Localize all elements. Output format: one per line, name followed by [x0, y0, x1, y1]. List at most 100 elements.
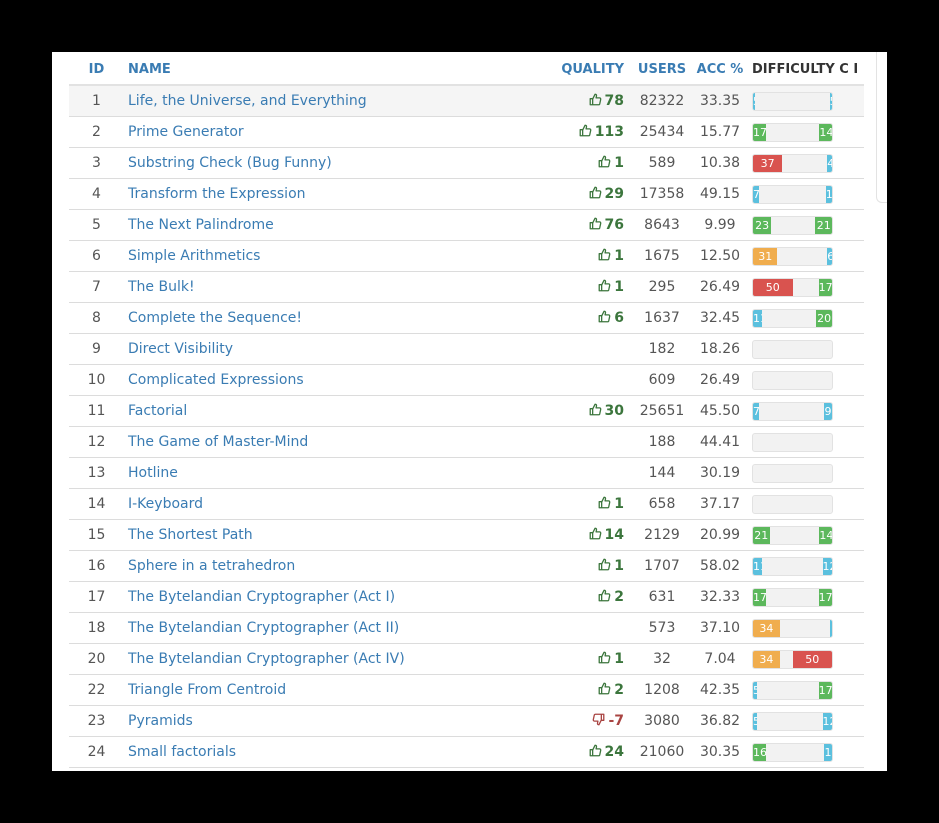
problem-name-link[interactable]: Substring Check (Bug Funny) — [128, 155, 332, 171]
accuracy-value: 7.04 — [696, 643, 744, 675]
problem-name-link[interactable]: The Bytelandian Cryptographer (Act I) — [128, 589, 396, 605]
problem-name-link[interactable]: Triangle From Centroid — [128, 682, 287, 698]
table-row[interactable]: 7 The Bulk! 1 295 26.49 50 17 — [69, 271, 864, 303]
problem-name-link[interactable]: Complicated Expressions — [128, 372, 304, 388]
problem-name-cell: The Game of Master-Mind — [124, 426, 548, 458]
difficulty-segment-i: 50 — [792, 650, 832, 668]
difficulty-cell: 21 14 — [744, 519, 864, 551]
problem-name-link[interactable]: Hotline — [128, 465, 178, 481]
problem-name-link[interactable]: Small factorials — [128, 744, 237, 760]
problem-id: 4 — [69, 178, 124, 210]
problem-name-cell: Simple Arithmetics — [124, 240, 548, 272]
difficulty-segment-c: 11 — [753, 557, 762, 575]
column-header-name[interactable]: NAME — [124, 54, 548, 86]
table-row[interactable]: 17 The Bytelandian Cryptographer (Act I) 2… — [69, 581, 864, 613]
difficulty-cell: 11 12 — [744, 550, 864, 582]
difficulty-cell — [744, 426, 864, 458]
users-count: 188 — [628, 426, 696, 458]
thumbs-up-icon — [598, 155, 611, 168]
problem-name-link[interactable]: Simple Arithmetics — [128, 248, 261, 264]
column-header-difficulty[interactable]: DIFFICULTY C I — [744, 54, 864, 86]
difficulty-bar: 31 6 — [752, 246, 833, 266]
difficulty-cell: 11 20 — [744, 302, 864, 334]
difficulty-segment-c: 37 — [753, 154, 783, 172]
problem-name-cell: Complete the Sequence! — [124, 302, 548, 334]
difficulty-cell: 34 50 — [744, 643, 864, 675]
problem-name-cell: Substring Check (Bug Funny) — [124, 147, 548, 179]
column-header-id[interactable]: ID — [69, 54, 124, 86]
difficulty-cell: 37 4 — [744, 147, 864, 179]
difficulty-cell: 23 21 — [744, 209, 864, 241]
thumbs-up-icon — [598, 279, 611, 292]
thumbs-up-icon — [589, 527, 601, 540]
difficulty-segment-c: 7 — [753, 185, 759, 203]
problem-name-link[interactable]: Sphere in a tetrahedron — [128, 558, 296, 574]
column-header-quality[interactable]: QUALITY — [548, 54, 628, 86]
difficulty-cell: 34 — [744, 612, 864, 644]
users-count: 1208 — [628, 674, 696, 706]
table-row[interactable]: 5 The Next Palindrome 76 8643 9.99 23 21 — [69, 209, 864, 241]
problem-name-link[interactable]: Direct Visibility — [128, 341, 234, 357]
thumbs-up-icon — [589, 744, 601, 757]
problem-name-link[interactable]: Life, the Universe, and Everything — [128, 93, 367, 109]
problem-name-link[interactable]: The Bytelandian Cryptographer (Act IV) — [128, 651, 405, 667]
table-row[interactable]: 13 Hotline 144 30.19 — [69, 457, 864, 489]
table-row[interactable]: 14 I-Keyboard 1 658 37.17 — [69, 488, 864, 520]
column-header-users[interactable]: USERS — [628, 54, 696, 86]
quality-cell: 1 — [548, 240, 628, 272]
accuracy-value: 37.17 — [696, 488, 744, 520]
table-row[interactable]: 2 Prime Generator 113 25434 15.77 17 14 — [69, 116, 864, 148]
table-row[interactable]: 15 The Shortest Path 14 2129 20.99 21 14 — [69, 519, 864, 551]
table-row[interactable]: 12 The Game of Master-Mind 188 44.41 — [69, 426, 864, 458]
table-row[interactable]: 24 Small factorials 24 21060 30.35 16 1 — [69, 736, 864, 768]
problem-name-cell: I-Keyboard — [124, 488, 548, 520]
difficulty-segment-c: 5 — [753, 92, 756, 110]
scrollbar-edge[interactable] — [876, 52, 887, 203]
difficulty-segment-i: 20 — [816, 309, 832, 327]
problem-name-link[interactable]: Prime Generator — [128, 124, 244, 140]
quality-cell: 113 — [548, 116, 628, 148]
problem-name-link[interactable]: The Next Palindrome — [128, 217, 274, 233]
problem-name-link[interactable]: The Bulk! — [128, 279, 195, 295]
problem-id: 22 — [69, 674, 124, 706]
quality-cell — [548, 457, 628, 489]
problem-name-link[interactable]: Pyramids — [128, 713, 193, 729]
table-row[interactable]: 1 Life, the Universe, and Everything 78 823… — [69, 85, 864, 117]
column-header-acc[interactable]: ACC % — [696, 54, 744, 86]
accuracy-value: 58.02 — [696, 550, 744, 582]
problem-name-cell: Direct Visibility — [124, 333, 548, 365]
quality-cell: 1 — [548, 271, 628, 303]
problem-name-link[interactable]: Complete the Sequence! — [128, 310, 303, 326]
table-row[interactable]: 20 The Bytelandian Cryptographer (Act IV)… — [69, 643, 864, 675]
users-count: 1675 — [628, 240, 696, 272]
problem-name-link[interactable]: The Game of Master-Mind — [128, 434, 309, 450]
users-count: 1707 — [628, 550, 696, 582]
difficulty-segment-c: 5 — [753, 681, 757, 699]
problem-name-link[interactable]: The Shortest Path — [128, 527, 253, 543]
problem-name-link[interactable]: Transform the Expression — [128, 186, 306, 202]
accuracy-value: 36.82 — [696, 705, 744, 737]
problem-name-link[interactable]: I-Keyboard — [128, 496, 203, 512]
thumbs-up-icon — [589, 186, 601, 199]
table-row[interactable]: 9 Direct Visibility 182 18.26 — [69, 333, 864, 365]
accuracy-value: 15.77 — [696, 116, 744, 148]
difficulty-segment-i: 21 — [815, 216, 832, 234]
difficulty-bar: 5 12 — [752, 711, 833, 731]
table-row[interactable]: 10 Complicated Expressions 609 26.49 — [69, 364, 864, 396]
problem-name-link[interactable]: The Bytelandian Cryptographer (Act II) — [128, 620, 400, 636]
difficulty-cell: 50 17 — [744, 271, 864, 303]
quality-value: 1 — [614, 155, 624, 171]
problem-name-link[interactable]: Factorial — [128, 403, 188, 419]
table-row[interactable]: 18 The Bytelandian Cryptographer (Act II)… — [69, 612, 864, 644]
quality-cell — [548, 364, 628, 396]
problem-id: 20 — [69, 643, 124, 675]
users-count: 21060 — [628, 736, 696, 768]
